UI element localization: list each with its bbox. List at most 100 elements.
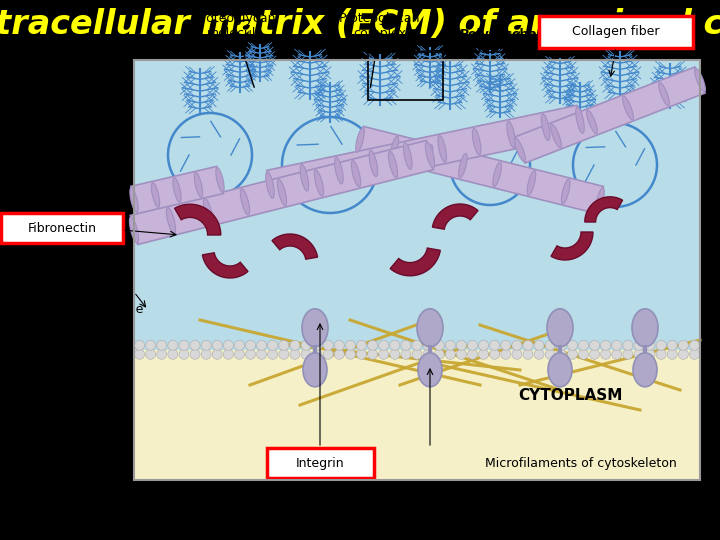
Text: Collagen fiber: Collagen fiber xyxy=(572,25,660,38)
Circle shape xyxy=(334,349,344,359)
Circle shape xyxy=(379,340,389,350)
Circle shape xyxy=(190,340,200,350)
Circle shape xyxy=(690,349,699,359)
Circle shape xyxy=(534,349,544,359)
Ellipse shape xyxy=(551,124,562,148)
Bar xyxy=(368,52,443,100)
Ellipse shape xyxy=(277,179,287,206)
Circle shape xyxy=(356,340,366,350)
Ellipse shape xyxy=(173,178,181,202)
Polygon shape xyxy=(356,126,603,214)
Ellipse shape xyxy=(417,309,443,347)
Ellipse shape xyxy=(695,68,706,92)
Circle shape xyxy=(656,349,666,359)
Circle shape xyxy=(623,340,633,350)
Ellipse shape xyxy=(426,142,435,168)
Polygon shape xyxy=(515,67,705,163)
Circle shape xyxy=(434,340,444,350)
Circle shape xyxy=(179,349,189,359)
Ellipse shape xyxy=(151,183,160,207)
Ellipse shape xyxy=(194,173,202,197)
Text: Proteoglycan
complex: Proteoglycan complex xyxy=(339,12,420,87)
Ellipse shape xyxy=(166,207,176,234)
Circle shape xyxy=(323,340,333,350)
Circle shape xyxy=(246,349,256,359)
Text: Proteoglycan
molecule: Proteoglycan molecule xyxy=(194,12,276,87)
Polygon shape xyxy=(130,140,433,245)
Ellipse shape xyxy=(302,309,328,347)
Ellipse shape xyxy=(130,217,139,243)
Ellipse shape xyxy=(587,110,598,134)
Ellipse shape xyxy=(493,162,501,186)
Ellipse shape xyxy=(547,309,573,347)
Circle shape xyxy=(456,349,467,359)
Circle shape xyxy=(612,349,622,359)
Circle shape xyxy=(534,340,544,350)
Ellipse shape xyxy=(459,153,467,178)
Circle shape xyxy=(157,349,167,359)
Circle shape xyxy=(145,349,156,359)
Ellipse shape xyxy=(388,151,397,178)
Ellipse shape xyxy=(424,145,433,170)
Ellipse shape xyxy=(527,171,536,195)
Polygon shape xyxy=(174,204,221,235)
Circle shape xyxy=(212,349,222,359)
Circle shape xyxy=(223,349,233,359)
Circle shape xyxy=(667,349,678,359)
Circle shape xyxy=(612,340,622,350)
Ellipse shape xyxy=(130,188,138,212)
Circle shape xyxy=(557,340,566,350)
Circle shape xyxy=(501,349,510,359)
Ellipse shape xyxy=(335,157,343,184)
Circle shape xyxy=(368,340,377,350)
Circle shape xyxy=(434,349,444,359)
Circle shape xyxy=(634,349,644,359)
Circle shape xyxy=(256,349,266,359)
Circle shape xyxy=(390,340,400,350)
Circle shape xyxy=(379,349,389,359)
Circle shape xyxy=(346,349,356,359)
Circle shape xyxy=(179,340,189,350)
Circle shape xyxy=(135,349,145,359)
Circle shape xyxy=(401,349,411,359)
Circle shape xyxy=(645,340,655,350)
Ellipse shape xyxy=(356,128,364,152)
Circle shape xyxy=(168,349,178,359)
Circle shape xyxy=(445,349,455,359)
Ellipse shape xyxy=(418,353,442,387)
Circle shape xyxy=(223,340,233,350)
Polygon shape xyxy=(272,234,318,259)
Circle shape xyxy=(578,340,588,350)
FancyBboxPatch shape xyxy=(1,213,123,243)
Circle shape xyxy=(279,340,289,350)
Ellipse shape xyxy=(303,353,327,387)
Circle shape xyxy=(256,340,266,350)
Circle shape xyxy=(135,340,145,350)
Ellipse shape xyxy=(203,198,212,224)
Circle shape xyxy=(567,349,577,359)
Circle shape xyxy=(312,340,322,350)
Circle shape xyxy=(567,340,577,350)
Ellipse shape xyxy=(632,309,658,347)
Circle shape xyxy=(423,349,433,359)
Bar xyxy=(134,60,700,480)
Ellipse shape xyxy=(623,96,634,120)
Polygon shape xyxy=(585,197,623,222)
Circle shape xyxy=(456,340,467,350)
Circle shape xyxy=(467,340,477,350)
Circle shape xyxy=(168,340,178,350)
Circle shape xyxy=(512,349,522,359)
Circle shape xyxy=(390,349,400,359)
Ellipse shape xyxy=(403,143,412,170)
Ellipse shape xyxy=(659,82,670,106)
Circle shape xyxy=(356,349,366,359)
Ellipse shape xyxy=(507,121,516,147)
Circle shape xyxy=(656,340,666,350)
Circle shape xyxy=(690,340,699,350)
Circle shape xyxy=(634,340,644,350)
Circle shape xyxy=(490,340,500,350)
Circle shape xyxy=(401,340,411,350)
Circle shape xyxy=(557,349,566,359)
Ellipse shape xyxy=(266,172,274,198)
Circle shape xyxy=(323,349,333,359)
